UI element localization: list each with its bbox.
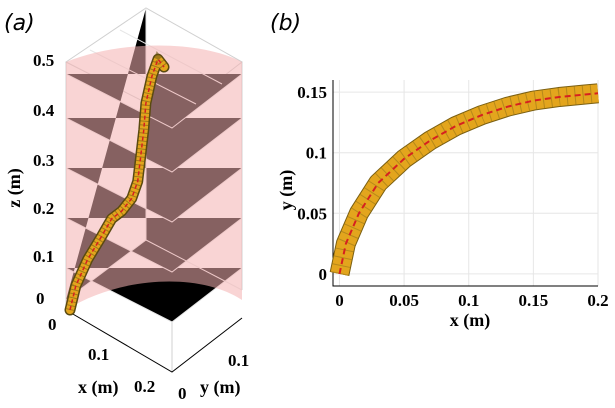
y-tick-label: 0	[178, 384, 187, 403]
z-tick-label: 0.1	[33, 247, 54, 266]
panel-b-rod	[329, 83, 599, 276]
x-tick-label: 0.1	[88, 345, 109, 364]
x-tick-label: 0.1	[458, 291, 479, 310]
panel-a-z-ticks: 0.5 0.4 0.3 0.2 0.1 0	[33, 51, 55, 308]
x-tick-label: 0.15	[518, 291, 548, 310]
panel-b-label: (b)	[270, 11, 301, 36]
z-tick-label: 0.5	[33, 51, 54, 70]
rod-centerline	[69, 57, 165, 311]
y-tick-label: 0.15	[297, 83, 327, 102]
panel-b: (b) 0 0.05 0.1 0.15 0.2 0 0.05 0.1 0.15 x (m) y …	[270, 11, 609, 331]
x-tick-label: 0	[48, 315, 57, 334]
y-tick-label: 0.05	[297, 204, 327, 223]
panel-a-x-ticks: 0 0.1 0.2	[48, 315, 155, 396]
panel-a-rod	[64, 50, 170, 316]
z-tick-label: 0.4	[33, 101, 55, 120]
y-tick-label: 0.1	[306, 144, 327, 163]
y-tick-label: 0	[319, 265, 328, 284]
panel-a-label: (a)	[4, 11, 35, 36]
panel-a-surface	[66, 45, 242, 310]
panel-b-frame	[332, 80, 598, 287]
z-tick-label: 0.3	[33, 151, 54, 170]
x-tick-label: 0.2	[587, 291, 608, 310]
panel-a-axes	[65, 309, 243, 373]
x-tick-label: 0.05	[389, 291, 419, 310]
panel-b-ylabel: y (m)	[276, 170, 297, 210]
panel-a-y-ticks: 0 0.1	[178, 351, 249, 403]
y-tick-label: 0.1	[228, 351, 249, 370]
panel-b-xlabel: x (m)	[450, 310, 490, 331]
x-tick-label: 0	[335, 291, 344, 310]
z-tick-label: 0.2	[33, 199, 54, 218]
panel-a-ylabel: y (m)	[200, 377, 240, 398]
z-tick-label: 0	[36, 289, 45, 308]
x-tick-label: 0.2	[134, 377, 155, 396]
panel-a-zlabel: z (m)	[4, 168, 25, 207]
rod-centerline	[338, 92, 599, 275]
panel-b-axes: 0 0.05 0.1 0.15 0.2 0 0.05 0.1 0.15	[297, 80, 609, 310]
panel-a: (a) 0.5 0.4 0.3 0.2 0.1 0 z (m) 0 0.1 0.…	[4, 7, 249, 403]
panel-a-xlabel: x (m)	[78, 377, 118, 398]
